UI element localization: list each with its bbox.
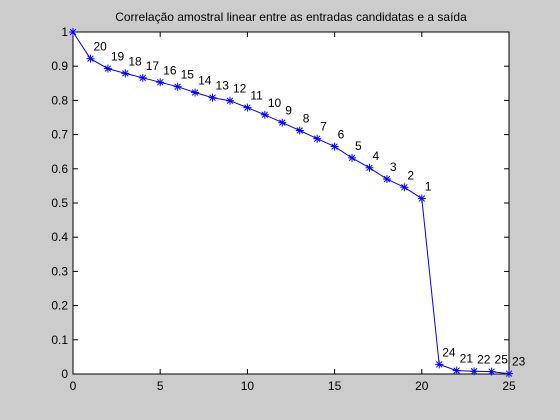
point-label: 17 bbox=[146, 59, 160, 73]
chart-title: Correlação amostral linear entre as entr… bbox=[115, 10, 467, 24]
data-point bbox=[487, 367, 496, 376]
point-label: 9 bbox=[285, 104, 292, 118]
point-label: 20 bbox=[93, 40, 107, 54]
data-point bbox=[365, 163, 374, 172]
data-point bbox=[313, 134, 322, 143]
data-point bbox=[86, 54, 95, 63]
x-tick-label: 25 bbox=[502, 379, 516, 393]
y-tick-label: 0.4 bbox=[51, 230, 68, 244]
series-line bbox=[72, 31, 510, 375]
data-point bbox=[138, 73, 147, 82]
series-layer bbox=[69, 28, 513, 378]
data-point bbox=[278, 118, 287, 127]
point-label: 11 bbox=[250, 89, 263, 103]
point-label: 16 bbox=[163, 63, 177, 77]
y-tick-label: 1 bbox=[61, 25, 68, 39]
point-label: 1 bbox=[425, 180, 432, 194]
data-point bbox=[382, 175, 391, 184]
data-point bbox=[243, 103, 252, 112]
data-point bbox=[156, 78, 165, 87]
y-tick-label: 0.8 bbox=[51, 93, 68, 107]
data-point bbox=[348, 153, 357, 162]
data-point bbox=[191, 88, 200, 97]
y-tick-label: 0.6 bbox=[51, 162, 68, 176]
data-point bbox=[121, 69, 130, 78]
point-label: 21 bbox=[460, 352, 474, 366]
data-point bbox=[435, 360, 444, 369]
data-point bbox=[417, 194, 426, 203]
y-tick-label: 0 bbox=[61, 367, 68, 381]
y-tick-label: 0.5 bbox=[51, 196, 68, 210]
point-label: 4 bbox=[372, 149, 379, 163]
x-tick-label: 10 bbox=[241, 379, 255, 393]
point-label: 19 bbox=[111, 50, 125, 64]
point-label: 14 bbox=[198, 74, 212, 88]
point-label: 10 bbox=[268, 96, 282, 110]
y-tick-label: 0.3 bbox=[51, 264, 68, 278]
data-point bbox=[330, 142, 339, 151]
point-label: 8 bbox=[303, 111, 310, 125]
point-label: 25 bbox=[495, 353, 509, 367]
point-label: 18 bbox=[128, 54, 142, 68]
data-point bbox=[208, 93, 217, 102]
data-point bbox=[470, 367, 479, 376]
y-tick-label: 0.9 bbox=[51, 59, 68, 73]
data-point bbox=[103, 64, 112, 73]
point-label: 7 bbox=[320, 120, 327, 134]
data-point bbox=[69, 28, 77, 36]
point-label: 13 bbox=[216, 79, 230, 93]
point-label: 15 bbox=[181, 68, 195, 82]
data-point bbox=[452, 366, 461, 375]
point-label: 24 bbox=[442, 345, 456, 359]
point-label: 5 bbox=[355, 139, 362, 153]
x-tick-label: 15 bbox=[328, 379, 342, 393]
x-tick-label: 0 bbox=[70, 379, 77, 393]
y-tick-label: 0.2 bbox=[51, 299, 68, 313]
point-label: 2 bbox=[407, 168, 414, 182]
data-point bbox=[225, 96, 234, 105]
x-tick-label: 20 bbox=[415, 379, 429, 393]
data-point bbox=[505, 369, 513, 378]
point-label: 12 bbox=[233, 82, 247, 96]
data-point bbox=[173, 82, 182, 91]
plot-area bbox=[73, 32, 509, 374]
point-label: 22 bbox=[477, 352, 491, 366]
y-tick-label: 0.1 bbox=[51, 333, 68, 347]
point-label: 23 bbox=[512, 355, 526, 369]
data-point bbox=[400, 183, 409, 192]
x-tick-label: 5 bbox=[157, 379, 164, 393]
data-point bbox=[260, 110, 269, 119]
point-label: 3 bbox=[390, 160, 397, 174]
y-tick-label: 0.7 bbox=[51, 128, 68, 142]
data-point bbox=[295, 126, 304, 135]
point-label: 6 bbox=[338, 128, 345, 142]
